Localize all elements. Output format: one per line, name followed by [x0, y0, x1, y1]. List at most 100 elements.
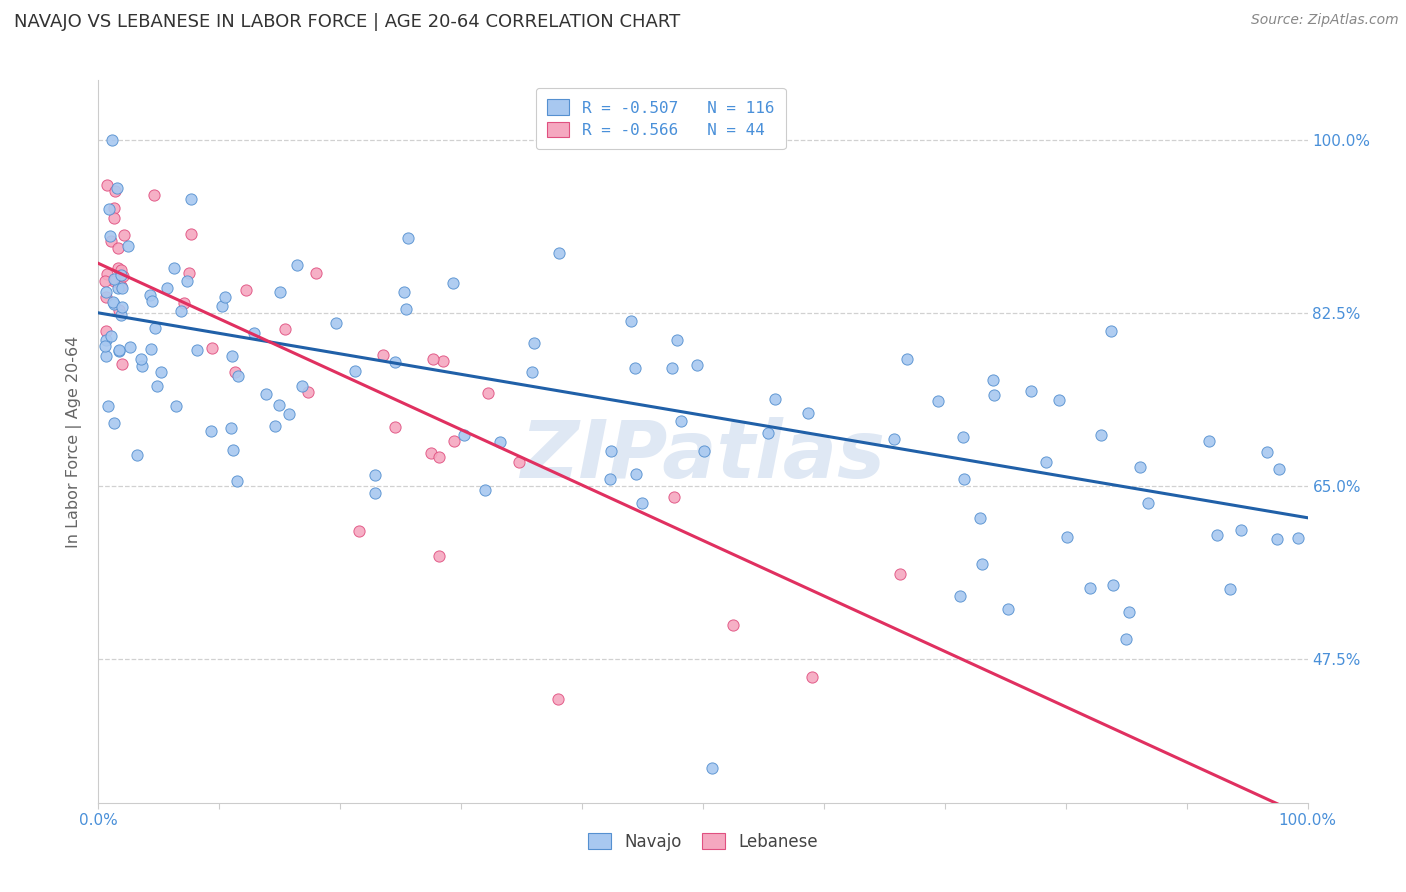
Point: [201, 342, 224, 356]
Point: [477, 385, 499, 400]
Point: [441, 277, 464, 291]
Point: [254, 387, 277, 401]
Point: [180, 227, 202, 241]
Point: [235, 283, 257, 297]
Point: [112, 268, 135, 283]
Point: [547, 245, 569, 260]
Point: [801, 670, 824, 684]
Point: [103, 272, 125, 286]
Point: [927, 393, 949, 408]
Point: [200, 424, 222, 438]
Point: [131, 351, 153, 366]
Point: [211, 299, 233, 313]
Point: [363, 485, 385, 500]
Point: [1102, 577, 1125, 591]
Point: [143, 321, 166, 335]
Point: [179, 266, 201, 280]
Point: [165, 399, 187, 413]
Point: [889, 566, 911, 581]
Point: [620, 313, 643, 327]
Point: [1286, 532, 1309, 546]
Point: [225, 474, 247, 488]
Point: [107, 241, 129, 255]
Point: [420, 445, 443, 459]
Point: [1118, 606, 1140, 620]
Text: NAVAJO VS LEBANESE IN LABOR FORCE | AGE 20-64 CORRELATION CHART: NAVAJO VS LEBANESE IN LABOR FORCE | AGE …: [14, 13, 681, 31]
Point: [142, 187, 165, 202]
Point: [1128, 460, 1150, 475]
Point: [131, 359, 153, 373]
Point: [325, 316, 347, 330]
Point: [221, 350, 243, 364]
Point: [176, 274, 198, 288]
Point: [432, 354, 454, 368]
Point: [600, 444, 623, 458]
Point: [1047, 393, 1070, 408]
Point: [969, 510, 991, 524]
Point: [489, 434, 512, 449]
Point: [392, 285, 415, 299]
Point: [364, 468, 387, 483]
Point: [222, 442, 245, 457]
Point: [118, 340, 141, 354]
Point: [94, 333, 117, 347]
Point: [1219, 582, 1241, 596]
Point: [700, 761, 723, 775]
Point: [1090, 428, 1112, 442]
Point: [624, 361, 647, 376]
Point: [1136, 496, 1159, 510]
Point: [797, 406, 820, 420]
Point: [981, 373, 1004, 387]
Point: [112, 227, 135, 242]
Point: [631, 496, 654, 510]
Point: [763, 392, 786, 406]
Point: [94, 285, 117, 299]
Point: [349, 524, 371, 539]
Point: [278, 407, 301, 421]
Point: [547, 691, 569, 706]
Point: [156, 281, 179, 295]
Point: [214, 290, 236, 304]
Point: [98, 202, 121, 216]
Point: [693, 444, 716, 458]
Point: [624, 467, 647, 481]
Point: [685, 358, 707, 372]
Point: [1205, 528, 1227, 542]
Point: [756, 425, 779, 440]
Point: [508, 455, 530, 469]
Point: [373, 348, 395, 362]
Point: [110, 268, 132, 282]
Point: [94, 290, 117, 304]
Point: [972, 558, 994, 572]
Point: [186, 343, 208, 357]
Point: [219, 420, 242, 434]
Point: [285, 259, 308, 273]
Point: [100, 329, 122, 343]
Point: [96, 267, 118, 281]
Point: [173, 296, 195, 310]
Point: [443, 434, 465, 448]
Point: [111, 357, 134, 371]
Point: [953, 472, 976, 486]
Point: [264, 419, 287, 434]
Point: [1099, 324, 1122, 338]
Point: [98, 229, 121, 244]
Point: [1230, 523, 1253, 537]
Point: [661, 361, 683, 376]
Point: [269, 285, 291, 299]
Point: [139, 287, 162, 301]
Point: [111, 281, 134, 295]
Point: [1115, 632, 1137, 647]
Point: [104, 184, 127, 198]
Point: [110, 308, 132, 322]
Point: [127, 449, 149, 463]
Point: [94, 274, 117, 288]
Point: [721, 618, 744, 632]
Point: [1035, 455, 1057, 469]
Point: [949, 590, 972, 604]
Point: [103, 274, 125, 288]
Point: [103, 416, 125, 430]
Point: [107, 281, 129, 295]
Point: [103, 211, 125, 226]
Point: [170, 304, 193, 318]
